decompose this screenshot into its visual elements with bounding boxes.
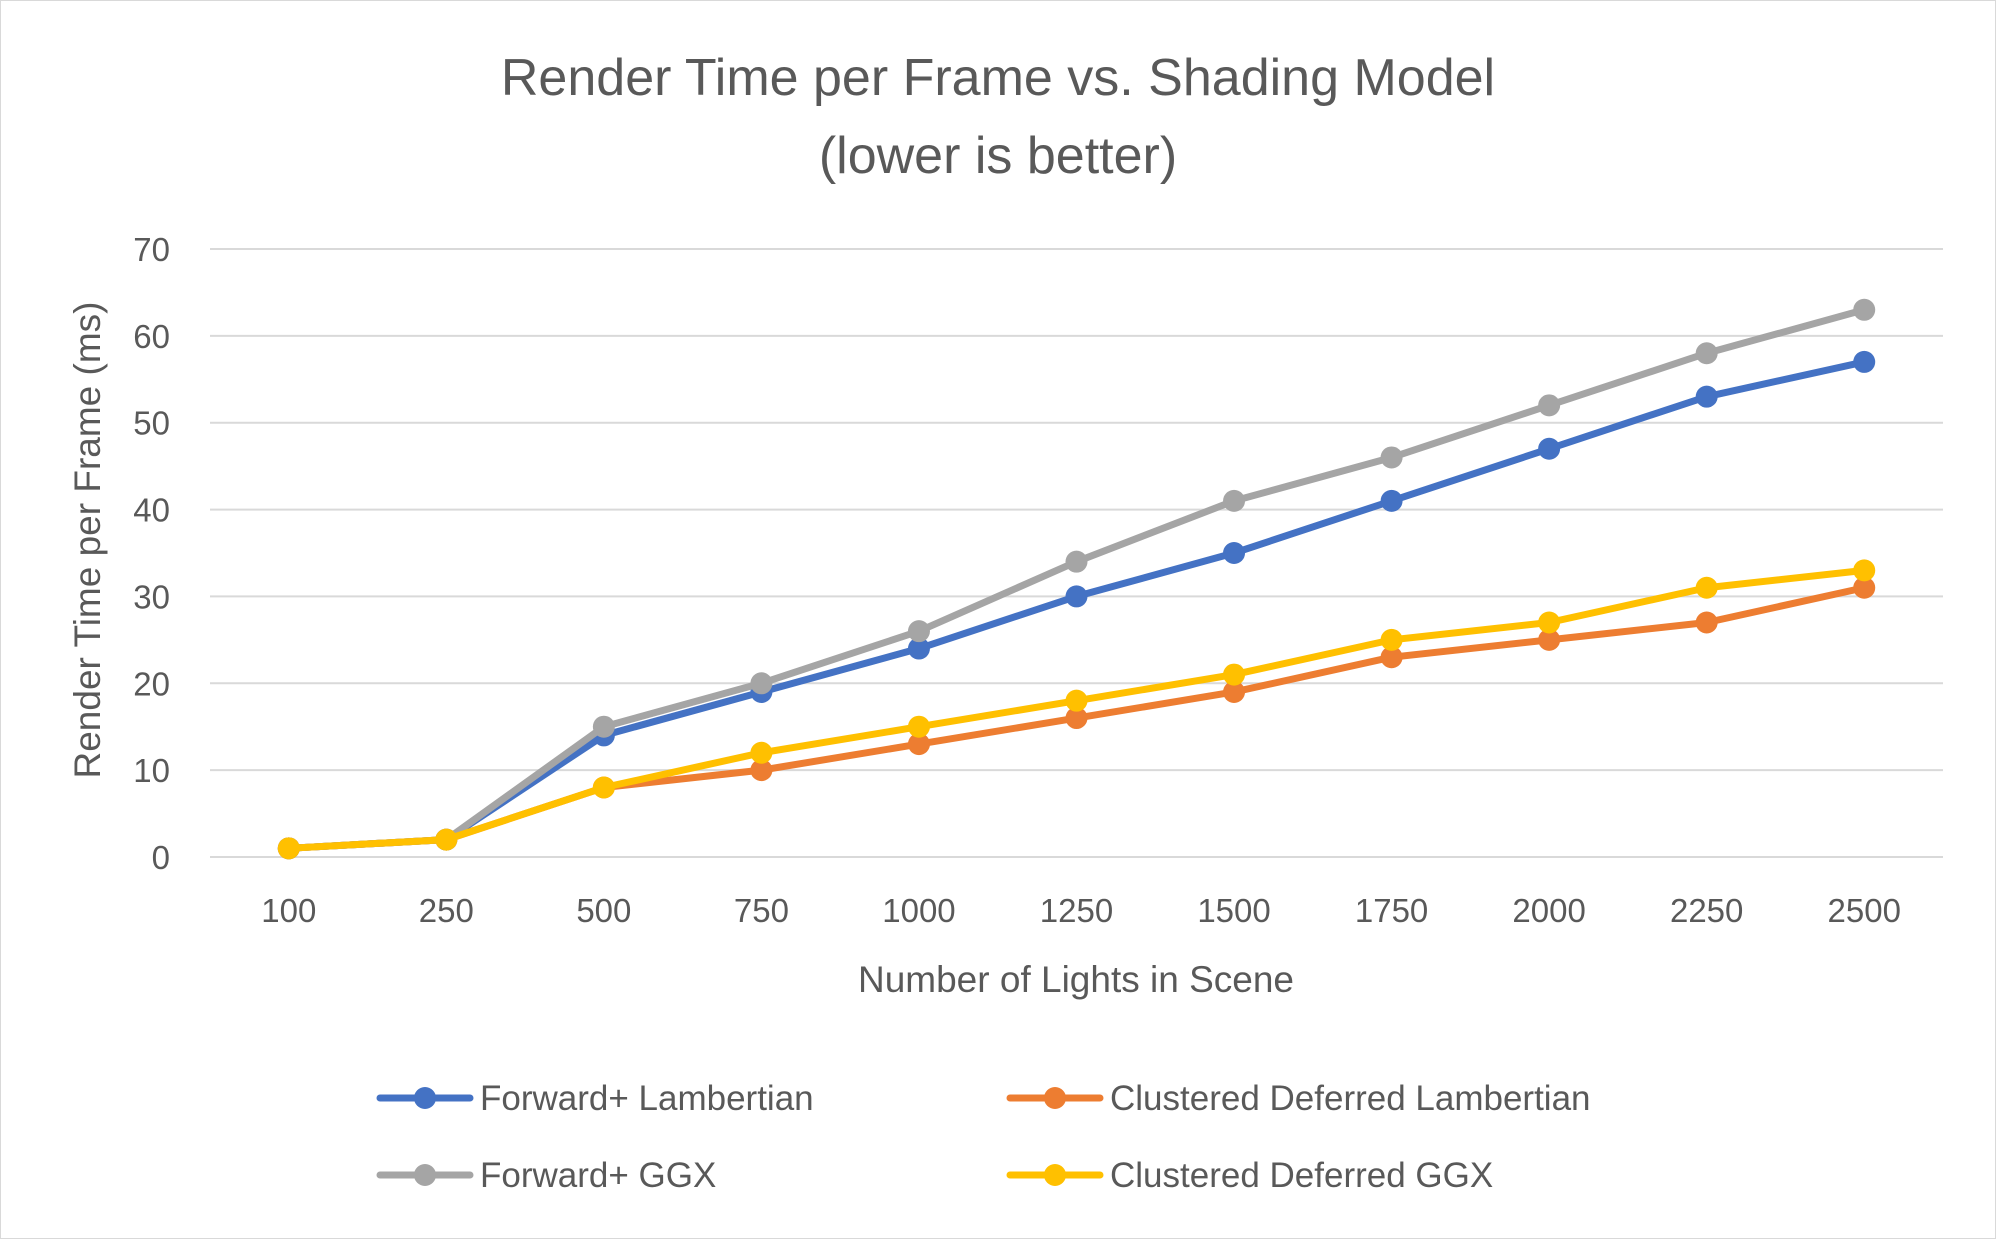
y-tick-label: 60 [133,318,170,355]
legend: Forward+ Lambertian Clustered Deferred La… [376,1079,1591,1195]
legend-item: Forward+ Lambertian [376,1079,814,1118]
x-tick-label: 100 [261,892,316,929]
legend-item: Forward+ GGX [376,1156,716,1195]
x-axis-ticks: 100 250 500 750 1000 1250 1500 1750 2000 2250 2500 [261,892,1901,929]
data-point [1538,394,1561,417]
data-point [1538,437,1561,460]
legend-item: Clustered Deferred GGX [1006,1156,1493,1195]
data-point [1223,663,1246,686]
data-point [592,776,615,799]
data-point [907,715,930,738]
data-point [1223,489,1246,512]
legend-label: Forward+ Lambertian [480,1079,814,1118]
data-point [1853,559,1876,582]
data-point [907,733,930,756]
y-axis-label: Render Time per Frame (ms) [67,302,108,779]
data-point [1853,298,1876,321]
gridlines [210,248,1943,858]
data-point [1538,628,1561,651]
x-tick-label: 500 [576,892,631,929]
data-point [1853,350,1876,373]
data-point [1695,342,1718,365]
data-point [750,741,773,764]
y-tick-label: 30 [133,578,170,615]
legend-item: Clustered Deferred Lambertian [1006,1079,1591,1118]
x-tick-label: 750 [734,892,789,929]
data-point [1695,611,1718,634]
legend-label: Clustered Deferred Lambertian [1110,1079,1591,1118]
series-line [285,306,1868,852]
x-tick-label: 2000 [1512,892,1585,929]
data-point [1695,385,1718,408]
data-point [1065,707,1088,730]
x-tick-label: 1250 [1040,892,1113,929]
series-3 [277,559,1876,860]
data-point [1538,611,1561,634]
legend-label: Forward+ GGX [480,1156,716,1195]
x-axis-label: Number of Lights in Scene [858,959,1294,1000]
x-tick-label: 250 [419,892,474,929]
y-tick-label: 40 [133,492,170,529]
data-point [1223,680,1246,703]
data-point [907,620,930,643]
legend-swatch-marker [414,1087,436,1109]
data-point [1380,646,1403,669]
data-point [1380,489,1403,512]
y-tick-label: 70 [133,231,170,268]
data-point [435,828,458,851]
x-tick-label: 2250 [1670,892,1743,929]
legend-swatch-marker [414,1164,436,1186]
legend-swatch-marker [1044,1164,1066,1186]
data-point [750,672,773,695]
y-tick-label: 0 [152,839,170,876]
data-point [592,715,615,738]
data-point [1065,689,1088,712]
data-point [277,837,300,860]
data-point [1223,542,1246,564]
x-tick-label: 2500 [1828,892,1901,929]
legend-label: Clustered Deferred GGX [1110,1156,1493,1195]
data-point [1853,576,1876,599]
x-tick-label: 1000 [882,892,955,929]
y-tick-label: 10 [133,752,170,789]
y-tick-label: 20 [133,665,170,702]
x-tick-label: 1750 [1355,892,1428,929]
chart-subtitle: (lower is better) [819,127,1177,185]
x-tick-label: 1500 [1197,892,1270,929]
series-2 [277,298,1876,860]
data-point [1065,550,1088,573]
data-point [907,637,930,660]
data-point [1380,628,1403,651]
y-tick-label: 50 [133,405,170,442]
series-lines [277,298,1876,860]
data-point [1380,446,1403,469]
chart-title: Render Time per Frame vs. Shading Model [501,49,1495,107]
data-point [750,759,773,782]
data-point [1065,585,1088,608]
legend-swatch-marker [1044,1087,1066,1109]
y-axis-ticks: 0 10 20 30 40 50 60 70 [133,231,170,876]
data-point [1695,576,1718,599]
